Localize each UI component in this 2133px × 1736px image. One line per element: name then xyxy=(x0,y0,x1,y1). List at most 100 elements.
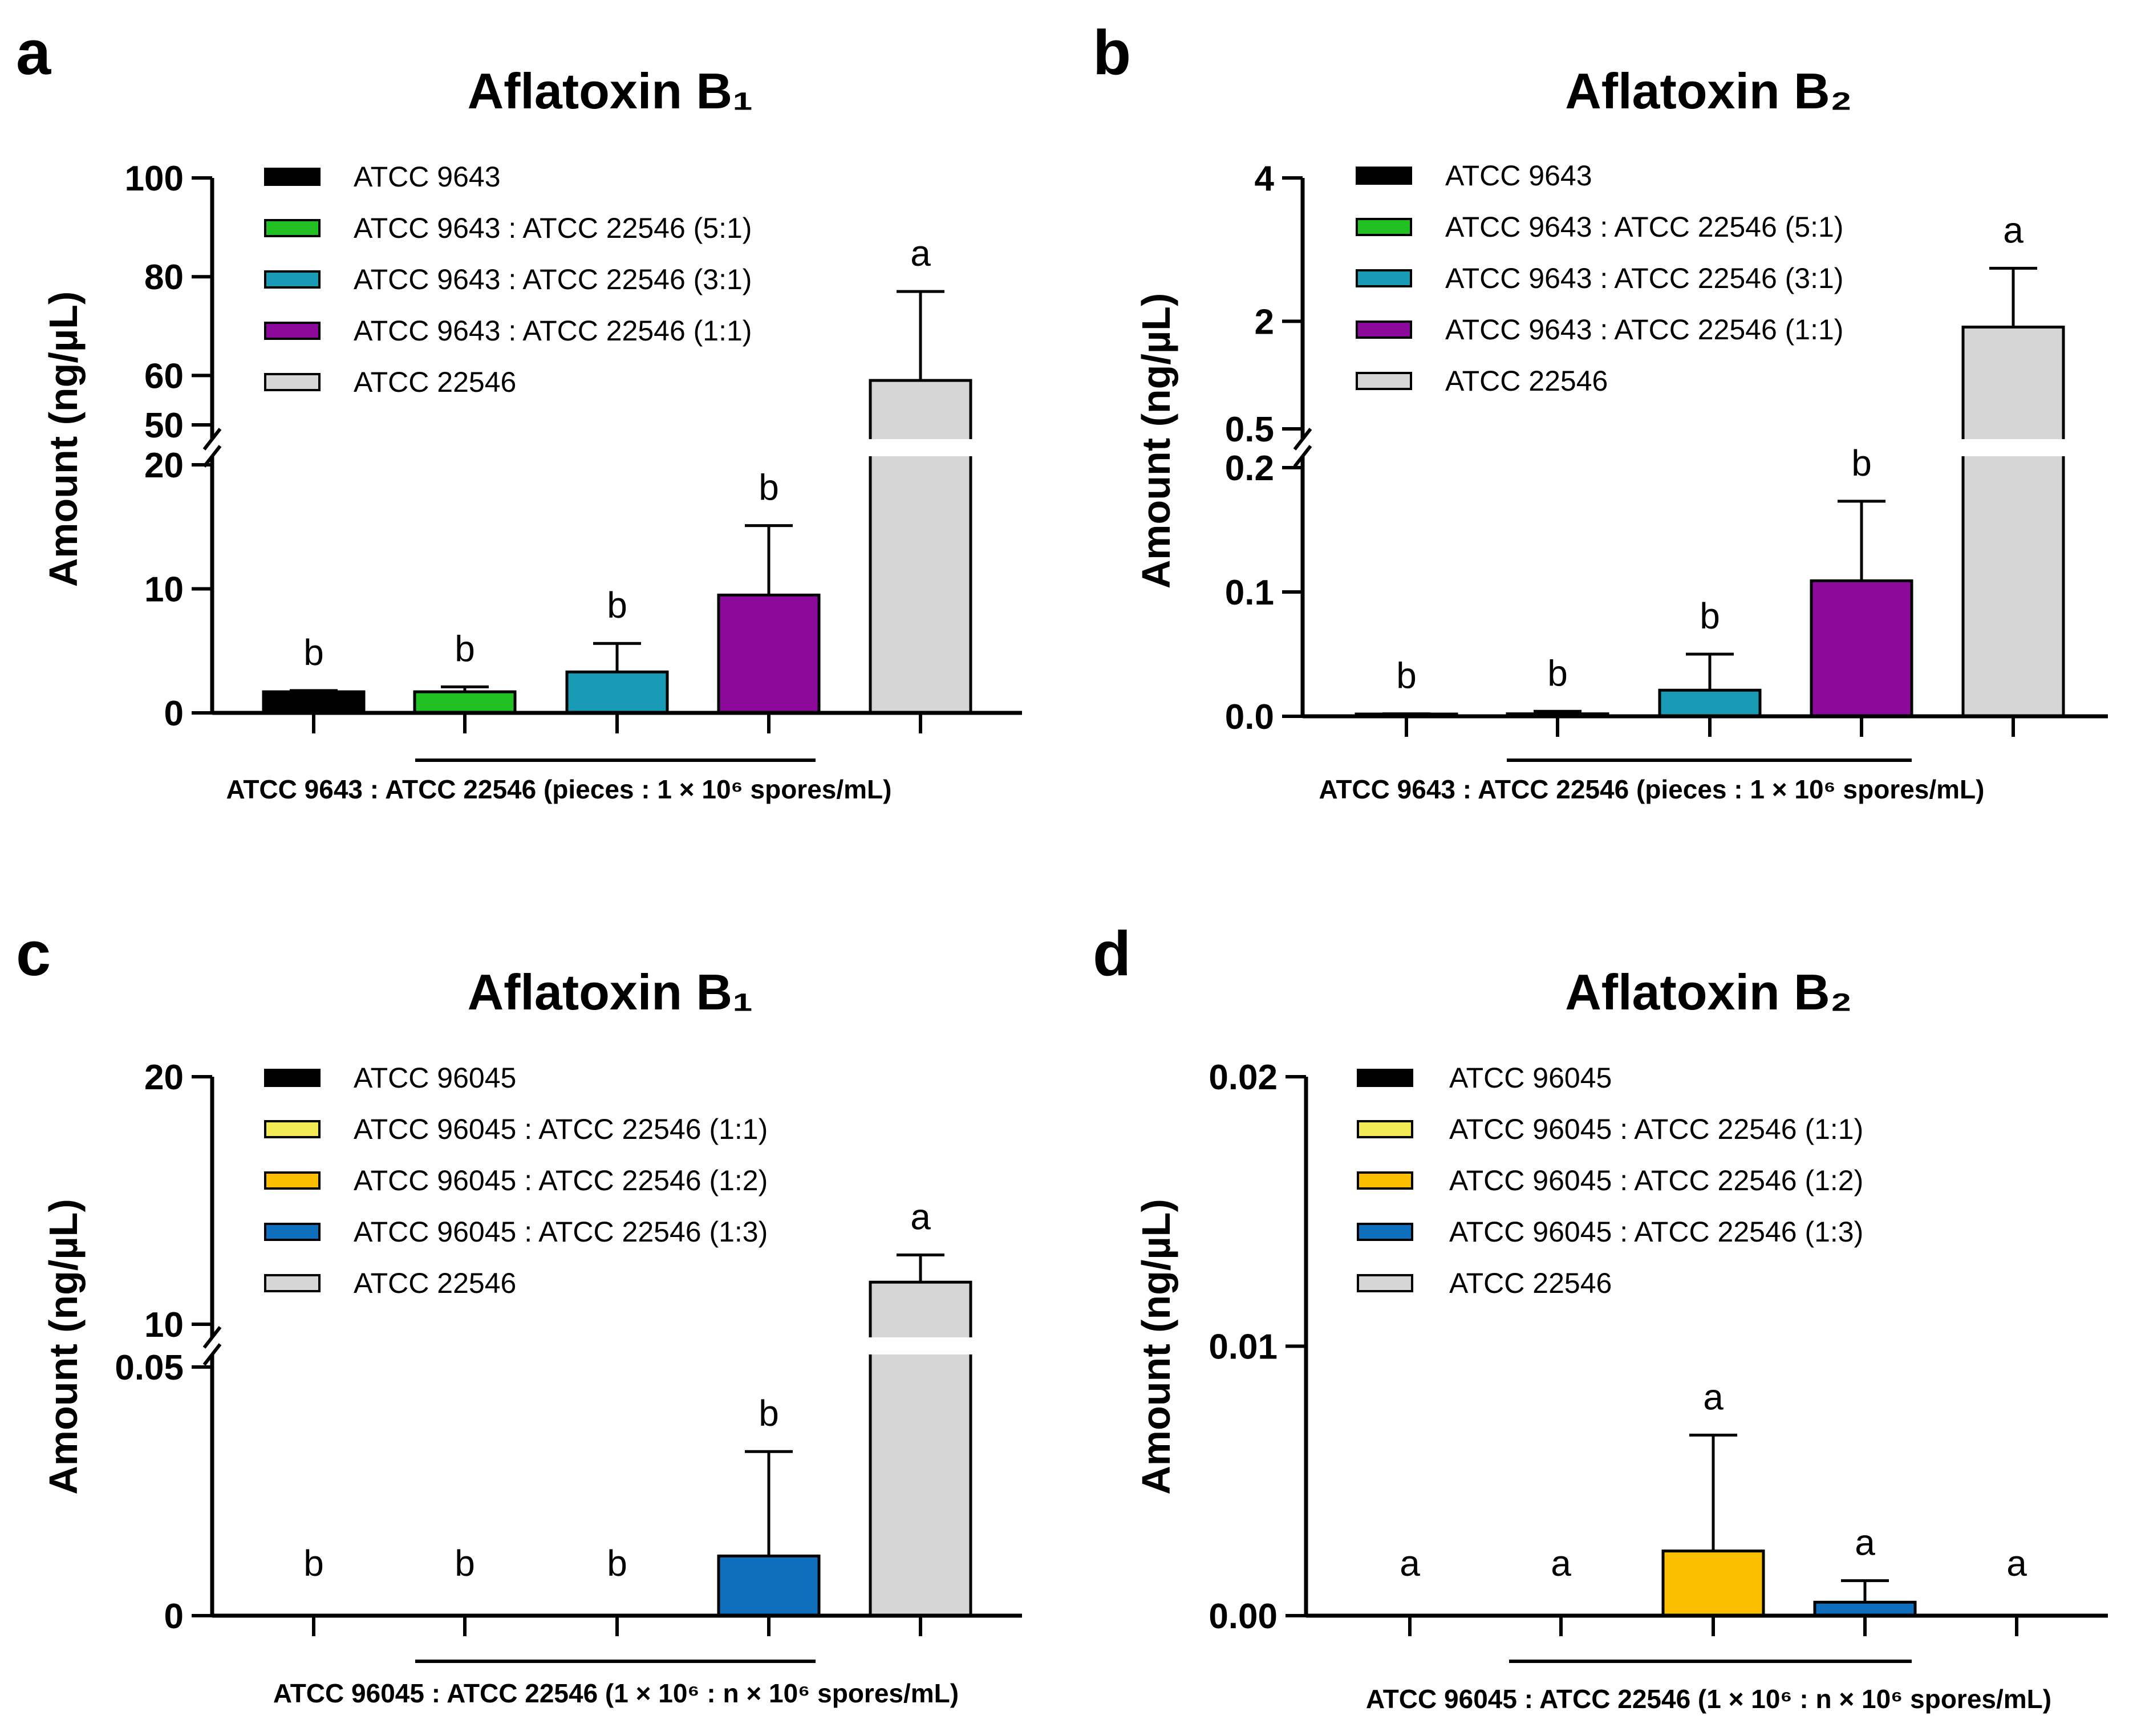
significance-letter: a xyxy=(1400,1543,1420,1584)
bar xyxy=(262,690,366,715)
legend-swatch xyxy=(1356,269,1412,287)
bar-break-gap xyxy=(867,1337,974,1354)
legend-label: ATCC 22546 xyxy=(1449,1267,1612,1299)
significance-letter: a xyxy=(910,233,931,274)
y-tick-label: 80 xyxy=(144,258,184,297)
y-tick-label: 10 xyxy=(144,1305,184,1345)
legend-label: ATCC 9643 : ATCC 22546 (1:1) xyxy=(354,315,752,347)
y-tick-label: 0 xyxy=(164,1597,184,1636)
significance-letter: a xyxy=(1551,1543,1571,1584)
legend-label: ATCC 96045 : ATCC 22546 (1:1) xyxy=(354,1113,768,1145)
legend-label: ATCC 9643 : ATCC 22546 (1:1) xyxy=(1445,314,1843,346)
bar xyxy=(869,379,972,715)
x-axis-note: ATCC 9643 : ATCC 22546 (pieces : 1 × 10⁶… xyxy=(226,774,892,804)
legend-swatch xyxy=(1357,1223,1413,1241)
chart-title: Aflatoxin B₁ xyxy=(468,63,753,119)
legend-label: ATCC 9643 : ATCC 22546 (3:1) xyxy=(1445,262,1843,294)
y-tick-label: 60 xyxy=(144,356,184,396)
legend-label: ATCC 9643 : ATCC 22546 (5:1) xyxy=(1445,211,1843,243)
bar-break-gap xyxy=(867,439,974,456)
significance-letter: b xyxy=(1396,655,1417,696)
panel-letter: c xyxy=(16,919,51,989)
legend-label: ATCC 22546 xyxy=(1445,365,1608,397)
chart-title: Aflatoxin B₂ xyxy=(1565,964,1852,1020)
legend-swatch xyxy=(264,373,321,391)
bar xyxy=(1658,688,1762,718)
x-axis-note: ATCC 9643 : ATCC 22546 (pieces : 1 × 10⁶… xyxy=(1319,774,1985,804)
bar xyxy=(413,690,517,715)
legend-label: ATCC 22546 xyxy=(354,366,516,398)
legend-swatch xyxy=(1356,218,1412,236)
panel-letter: b xyxy=(1093,18,1131,88)
significance-letter: b xyxy=(303,1543,324,1584)
legend-swatch xyxy=(1357,1069,1413,1087)
bar-break-gap xyxy=(1960,439,2067,456)
legend-swatch xyxy=(1356,372,1412,390)
legend-label: ATCC 9643 : ATCC 22546 (5:1) xyxy=(354,212,752,244)
legend-label: ATCC 96045 : ATCC 22546 (1:1) xyxy=(1449,1113,1863,1145)
y-tick-label: 100 xyxy=(125,159,184,198)
y-tick-label: 0.02 xyxy=(1209,1058,1278,1097)
legend-swatch xyxy=(264,1274,321,1292)
significance-letter: b xyxy=(759,1393,779,1434)
y-tick-label: 0.5 xyxy=(1225,410,1274,449)
significance-letter: b xyxy=(1700,595,1720,636)
axis-break-mark xyxy=(1293,445,1312,468)
bar xyxy=(1813,1600,1917,1617)
bar xyxy=(717,1554,821,1617)
legend-swatch xyxy=(264,168,321,186)
axis-break-mark xyxy=(202,1343,222,1366)
chart-title: Aflatoxin B₂ xyxy=(1565,63,1852,119)
panel-b: b Aflatoxin B₂ Amount (ng/µL) b b b b a 0.0 0.1 0.… xyxy=(1093,18,2108,804)
legend-label: ATCC 96045 : ATCC 22546 (1:3) xyxy=(1449,1216,1863,1248)
significance-letter: b xyxy=(1851,443,1872,484)
legend-label: ATCC 9643 xyxy=(1445,160,1592,192)
legend-label: ATCC 96045 : ATCC 22546 (1:2) xyxy=(354,1165,768,1196)
x-axis-note: ATCC 96045 : ATCC 22546 (1 × 10⁶ : n × 1… xyxy=(273,1678,959,1708)
legend-swatch xyxy=(264,219,321,237)
bar xyxy=(717,593,821,715)
y-tick-label: 50 xyxy=(144,406,184,445)
y-tick-label: 0.2 xyxy=(1225,449,1274,488)
y-tick-label: 0.05 xyxy=(115,1348,184,1388)
axis-break-mark xyxy=(202,428,222,451)
legend-swatch xyxy=(1357,1171,1413,1190)
y-tick-label: 0 xyxy=(164,694,184,733)
legend-swatch xyxy=(1357,1274,1413,1292)
y-tick-label: 20 xyxy=(144,446,184,485)
y-tick-label: 4 xyxy=(1255,159,1275,198)
bar xyxy=(565,670,669,715)
legend-label: ATCC 9643 xyxy=(354,161,501,193)
panel-letter: d xyxy=(1093,919,1131,989)
axis-break-mark xyxy=(1293,428,1312,451)
legend-swatch xyxy=(1356,321,1412,339)
bar xyxy=(869,1280,972,1617)
legend-swatch xyxy=(1356,167,1412,185)
significance-letter: b xyxy=(455,1543,475,1584)
significance-letter: b xyxy=(607,585,627,626)
bar xyxy=(1810,579,1913,718)
significance-letter: b xyxy=(607,1543,627,1584)
significance-letter: a xyxy=(2003,209,2023,250)
y-axis-label: Amount (ng/µL) xyxy=(41,1199,86,1495)
y-tick-label: 0.0 xyxy=(1225,697,1274,737)
bar xyxy=(1661,1550,1765,1617)
significance-letter: a xyxy=(2006,1543,2027,1584)
legend-label: ATCC 9643 : ATCC 22546 (3:1) xyxy=(354,263,752,295)
legend-swatch xyxy=(264,322,321,340)
chart-title: Aflatoxin B₁ xyxy=(468,964,753,1020)
legend-label: ATCC 96045 : ATCC 22546 (1:3) xyxy=(354,1216,768,1248)
legend-swatch xyxy=(264,1069,321,1087)
y-tick-label: 2 xyxy=(1255,302,1274,342)
panel-letter: a xyxy=(16,18,51,88)
legend-swatch xyxy=(264,1171,321,1190)
significance-letter: b xyxy=(455,628,475,669)
significance-letter: a xyxy=(1703,1376,1724,1417)
legend-swatch xyxy=(264,1120,321,1138)
legend-swatch xyxy=(1357,1120,1413,1138)
axis-break-mark xyxy=(202,1326,222,1349)
x-axis-note: ATCC 96045 : ATCC 22546 (1 × 10⁶ : n × 1… xyxy=(1366,1684,2051,1714)
